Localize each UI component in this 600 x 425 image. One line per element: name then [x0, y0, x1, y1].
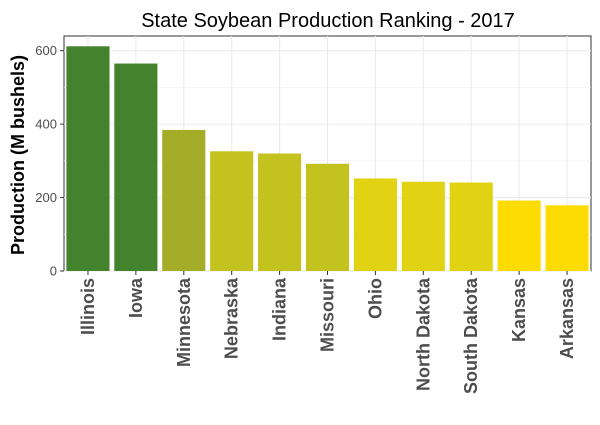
- bar-minnesota: [162, 130, 206, 271]
- y-tick-label: 0: [50, 264, 57, 279]
- chart-title: State Soybean Production Ranking - 2017: [141, 10, 515, 32]
- x-tick-label: Illinois: [78, 278, 98, 335]
- x-axis-ticks: Illinois Iowa Minnesota Nebraska Indiana Miss…: [78, 271, 577, 394]
- x-tick-label: North Dakota: [413, 277, 433, 391]
- y-axis-ticks: 0 200 400 600: [35, 43, 64, 279]
- bar-missouri: [305, 163, 350, 271]
- y-tick-label: 400: [35, 117, 57, 132]
- x-tick-label: Nebraska: [222, 277, 242, 359]
- x-tick-label: Arkansas: [557, 278, 577, 359]
- x-tick-label: Minnesota: [174, 277, 194, 367]
- bar-indiana: [258, 153, 302, 271]
- bars: [66, 46, 589, 271]
- bar-iowa: [114, 63, 158, 271]
- bar-south-dakota: [449, 182, 493, 271]
- bar-ohio: [353, 178, 397, 271]
- y-axis-label: Production (M bushels): [8, 55, 28, 255]
- bar-kansas: [497, 200, 541, 271]
- y-tick-label: 200: [35, 190, 57, 205]
- y-tick-label: 600: [35, 43, 57, 58]
- x-tick-label: Ohio: [365, 278, 385, 319]
- bar-arkansas: [545, 205, 589, 271]
- bar-nebraska: [210, 151, 254, 271]
- x-tick-label: Kansas: [509, 278, 529, 342]
- x-tick-label: Indiana: [270, 277, 290, 341]
- x-tick-label: South Dakota: [461, 277, 481, 394]
- bar-north-dakota: [401, 181, 445, 271]
- x-tick-label: Iowa: [126, 277, 146, 318]
- x-tick-label: Missouri: [318, 278, 338, 352]
- bar-illinois: [66, 46, 110, 271]
